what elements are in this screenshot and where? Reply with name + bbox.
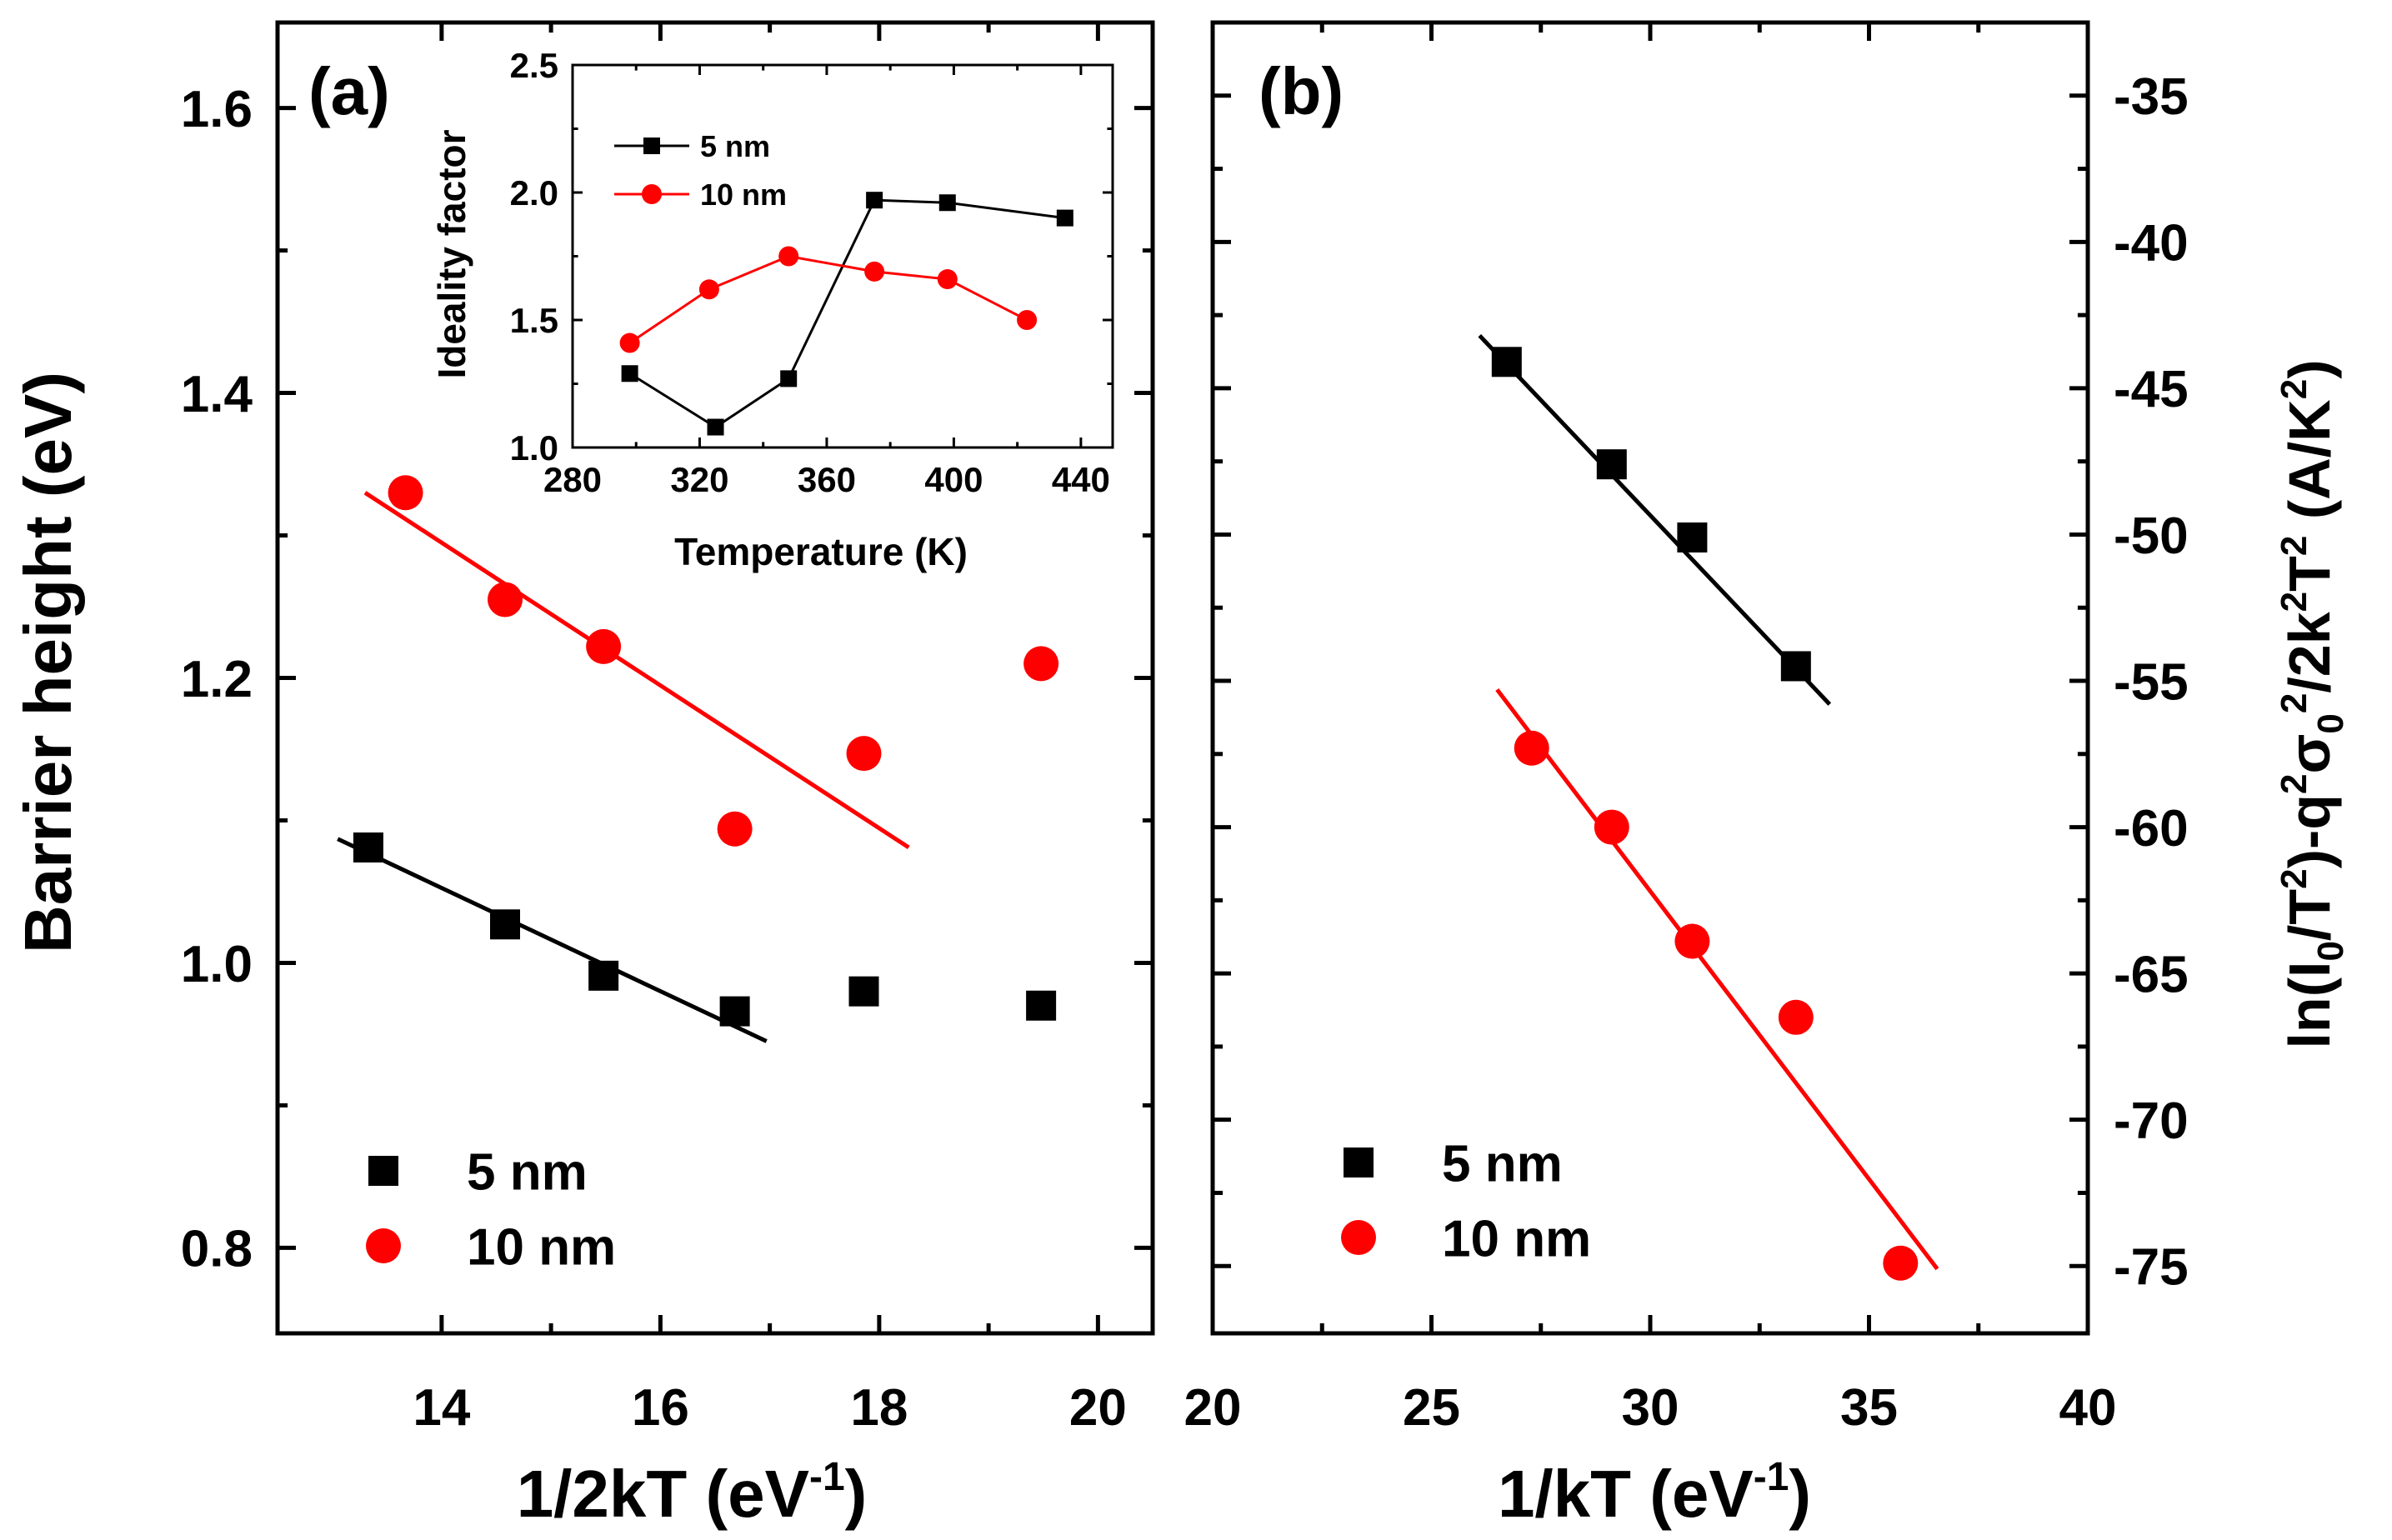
panel_b-ytick-label: -65 [2114,946,2189,1003]
inset-legend-label: 10 nm [700,178,787,212]
panel_b-ytick-label: -50 [2114,508,2189,565]
panel_a-legend-marker [368,1156,398,1186]
inset-legend-label: 5 nm [700,129,770,163]
panel_a-point-5-nm [848,976,879,1007]
inset-point-5-nm [938,194,956,212]
panel_b-point-10-nm [1883,1245,1919,1281]
panel_a-ytick-label: 0.8 [181,1221,253,1278]
inset-series-line-10-nm [628,254,1028,344]
panel_b-frame [1210,20,2090,1336]
panel_a-point-5-nm [719,996,750,1027]
inset-xtick-label: 320 [670,460,728,499]
panel-a: 14 16 18 20 0.8 1.0 1.2 1.4 1.6 5 nm 10 nm [181,20,1155,1437]
panel_a-xtick-label: 20 [1069,1379,1127,1437]
panel_b-xtick-label: 35 [1840,1379,1898,1437]
panel_a-xtick-label: 14 [413,1379,470,1437]
panel_a-legend-marker [366,1228,401,1263]
panel_b-fit-line-5-nm [1478,333,1832,706]
panel_b-legend-label: 5 nm [1442,1135,1563,1192]
panel-b: 20 25 30 35 40 -75 -70 -65 -60 -55 -50 -45 -40 -35 5 n… [1184,20,2189,1437]
panel_a-point-5-nm [588,960,619,991]
panel_b-point-10-nm [1594,809,1629,845]
panel_b-point-10-nm [1514,730,1549,766]
inset-xtick-label: 360 [798,460,856,499]
panel_a-fit-line-10-nm [363,491,910,850]
panel_b-fit-line-10-nm [1495,688,1939,1271]
inset-point-5-nm [621,365,638,382]
panel_a-legend-label: 5 nm [467,1143,588,1201]
inset-ytick-label: 2.0 [510,173,558,212]
inset-ylabel: Ideality factor [430,129,473,378]
inset-frame [571,63,1114,449]
inset-ytick-label: 2.5 [510,46,558,85]
panel_a-legend-label: 10 nm [467,1218,616,1276]
panel_a-xtick-label: 18 [850,1379,908,1437]
inset-xtick-label: 440 [1052,460,1110,499]
panel-b-xlabel: 1/kT (eV-1) [1498,1455,1811,1531]
inset-series-line-5-nm [628,198,1066,429]
panel_a-point-10-nm [488,582,523,618]
panel_a-point-10-nm [586,628,622,664]
panel_b-ytick-label: -55 [2114,653,2189,711]
inset-chart: 280 320 360 400 440 1.0 1.5 2.0 2.5 5 nm 10 nm [510,46,1114,499]
inset-point-10-nm [1017,310,1038,330]
inset-point-10-nm [698,279,719,300]
panel_a-ytick-label: 1.6 [181,81,253,138]
inset-point-10-nm [619,332,640,353]
panel_b-legend-marker [1344,1148,1374,1178]
inset-point-10-nm [937,269,958,290]
panel_b-ytick-label: -60 [2114,800,2189,858]
panel_a-point-5-nm [1026,990,1057,1021]
panel_b-legend-marker [1341,1220,1376,1255]
panel_b-ytick-label: -70 [2114,1092,2189,1150]
panel_b-point-5-nm [1677,522,1708,552]
panel-a-ylabel: Barrier height (eV) [11,372,85,953]
inset-point-5-nm [780,370,798,388]
inset-legend-marker [643,138,660,154]
panel_a-point-10-nm [388,475,423,511]
panel_a-point-5-nm [353,832,383,862]
panel_a-point-10-nm [846,736,882,772]
inset-point-5-nm [866,192,883,209]
panel_b-point-10-nm [1778,999,1814,1035]
panel-b-ylabel: ln(I0/T2)-q2σ02/2k2T2 (A/K2) [2274,359,2351,1048]
panel_b-ytick-label: -40 [2114,215,2189,272]
panel-a-label: (a) [308,54,390,128]
inset-xtick-label: 400 [924,460,983,499]
panel_b-xtick-label: 40 [2059,1379,2117,1437]
panel_b-point-5-nm [1596,449,1627,480]
inset-ytick-label: 1.0 [510,428,558,468]
inset-point-10-nm [778,246,799,267]
panel-b-label: (b) [1259,54,1344,128]
panel_b-ytick-label: -45 [2114,361,2189,418]
panel_b-xtick-label: 30 [1622,1379,1679,1437]
inset-legend-marker [642,184,662,204]
panel_a-fit-line-5-nm [337,837,768,1043]
panel_b-point-10-nm [1674,923,1710,959]
inset-point-5-nm [707,418,724,436]
panel_b-point-5-nm [1780,651,1811,682]
panel_b-ytick-label: -35 [2114,68,2189,126]
panel_b-xtick-label: 20 [1184,1379,1242,1437]
inset-point-10-nm [864,261,885,282]
panel_a-ytick-label: 1.2 [181,651,253,708]
panel_a-point-5-nm [490,909,520,940]
inset-xlabel: Temperature (K) [674,530,968,573]
panel_a-point-10-nm [1023,646,1059,682]
panel_a-ytick-label: 1.4 [181,366,253,423]
panel_b-point-5-nm [1491,347,1522,378]
inset-xtick-label: 280 [543,460,602,499]
panel_b-ytick-label: -75 [2114,1239,2189,1297]
panel-a-xlabel: 1/2kT (eV-1) [517,1455,868,1531]
panel_a-xtick-label: 16 [632,1379,689,1437]
panel_b-xtick-label: 25 [1403,1379,1460,1437]
inset-ytick-label: 1.5 [510,301,558,340]
panel_b-legend-label: 10 nm [1442,1210,1591,1268]
inset-point-5-nm [1056,209,1073,227]
panel_a-ytick-label: 1.0 [181,936,253,993]
panel_a-point-10-nm [717,811,753,847]
